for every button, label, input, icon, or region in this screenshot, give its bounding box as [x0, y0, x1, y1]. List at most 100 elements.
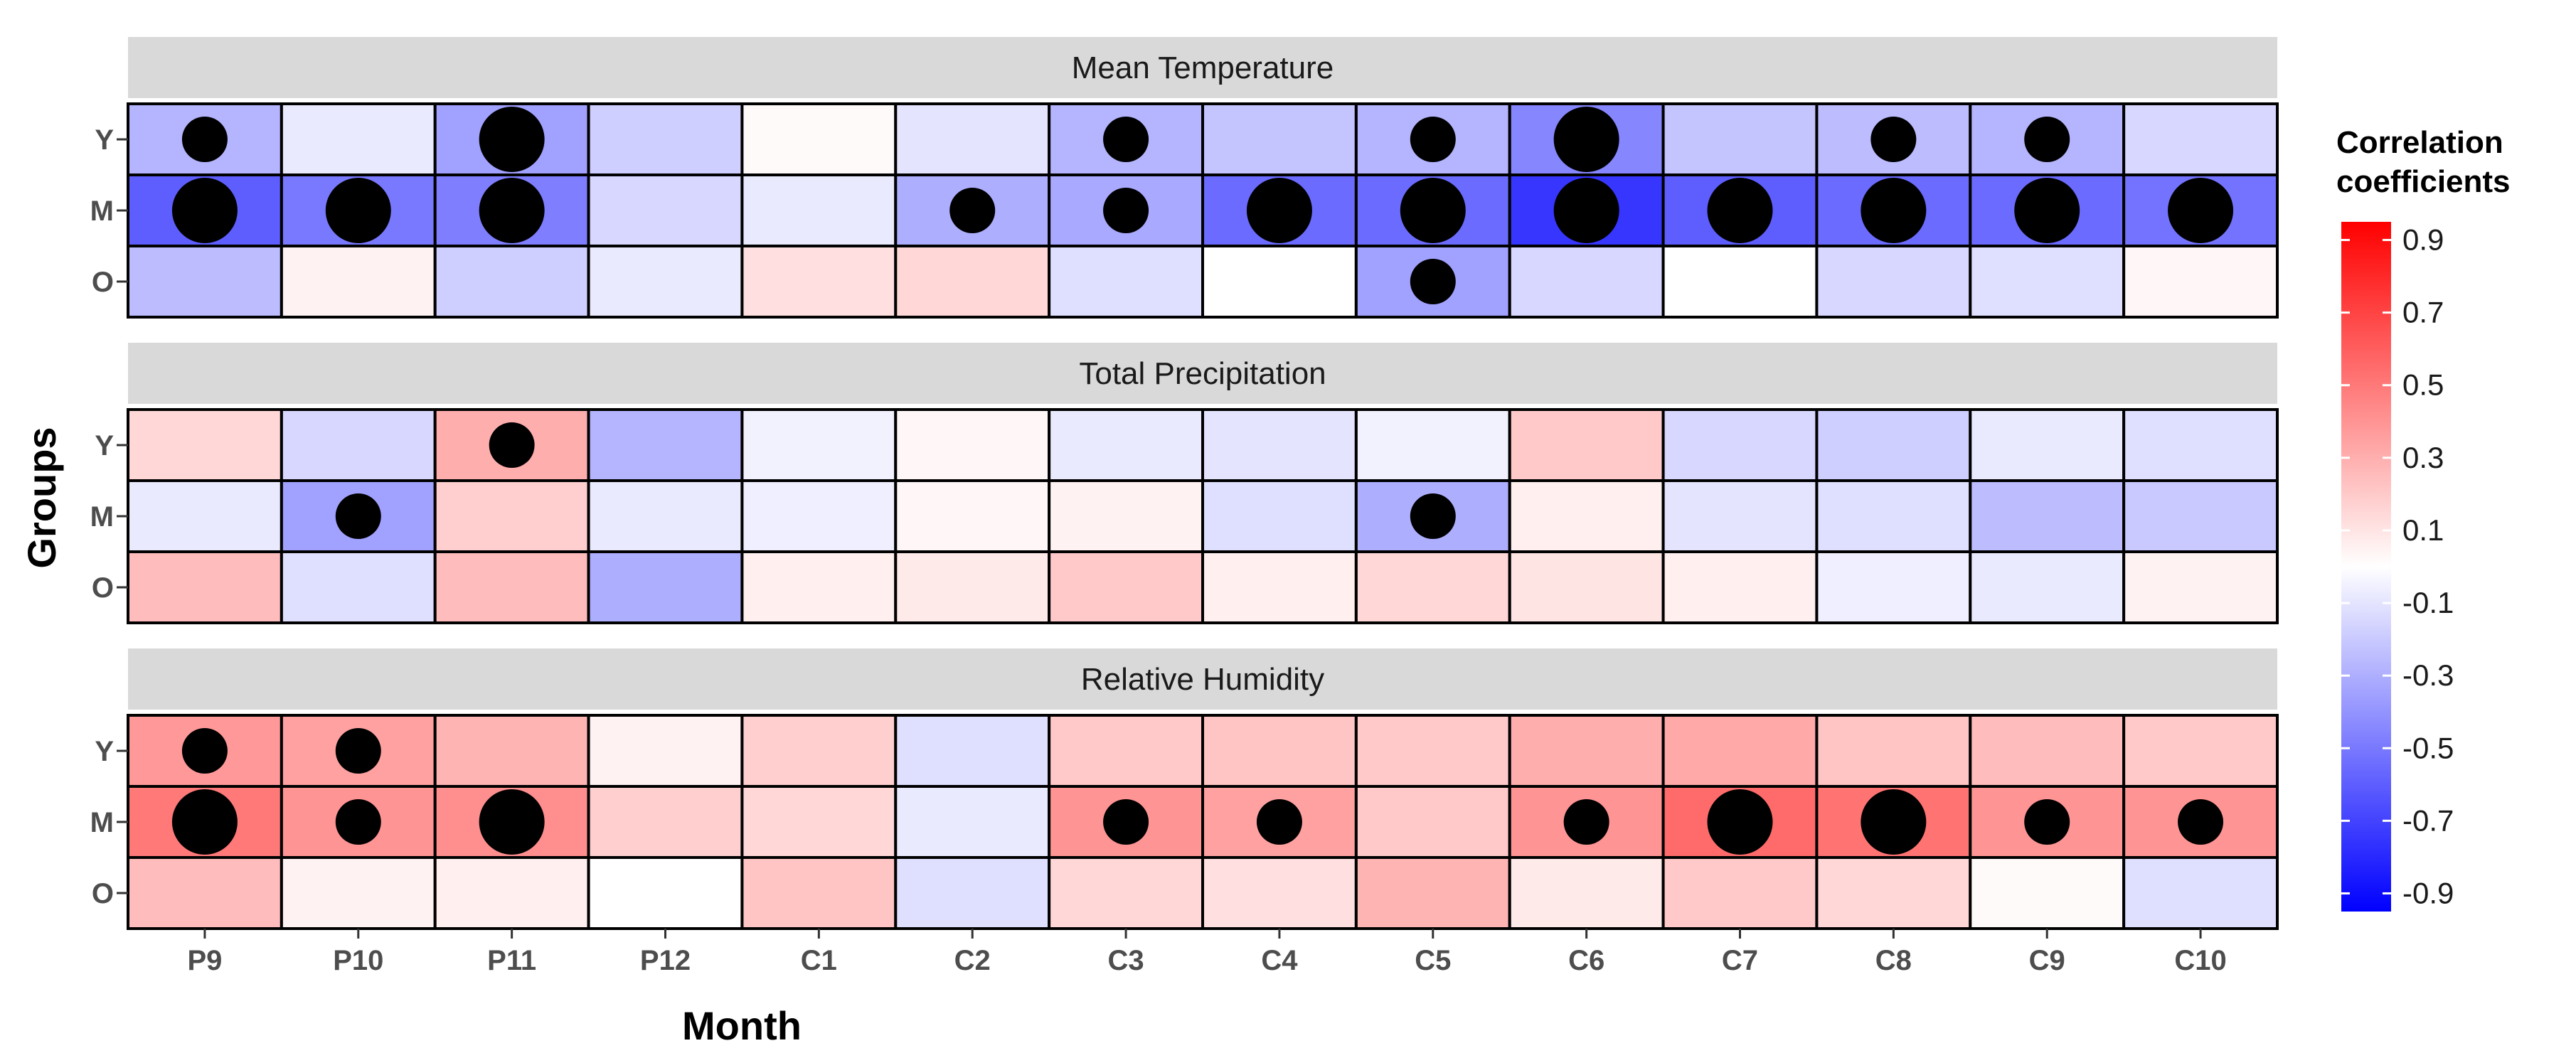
facet-strip — [128, 343, 2277, 404]
significance-dot — [479, 107, 545, 172]
facet-strip-label: Mean Temperature — [1072, 50, 1334, 85]
legend-tick-label: -0.3 — [2402, 658, 2454, 692]
heatmap-cell — [1661, 714, 1819, 788]
significance-dot — [1410, 117, 1456, 162]
x-tick-label: P11 — [487, 945, 536, 976]
significance-dot — [479, 789, 545, 855]
heatmap-cell — [1201, 856, 1358, 930]
significance-dot — [949, 188, 996, 233]
heatmap-cell — [280, 408, 437, 482]
heatmap-cell — [1815, 856, 1972, 930]
heatmap-cell — [894, 550, 1051, 624]
heatmap-cell — [1661, 408, 1819, 482]
heatmap-cell — [1661, 479, 1819, 553]
significance-dot — [181, 117, 228, 162]
heatmap-cell — [1969, 479, 2126, 553]
heatmap-cell — [587, 173, 744, 247]
x-tick-label: C1 — [801, 945, 837, 976]
significance-dot — [335, 799, 381, 845]
significance-dot — [2014, 178, 2080, 243]
color-legend: Correlation coefficients 0.9 0.7 0.5 0.3 0.1… — [2336, 125, 2511, 912]
significance-dot — [1103, 117, 1149, 162]
heatmap-cell — [894, 479, 1051, 553]
significance-dot — [1870, 117, 1917, 162]
x-tick-label: C3 — [1108, 945, 1144, 976]
x-tick-label: C7 — [1722, 945, 1758, 976]
heatmap-cell — [2122, 245, 2279, 319]
legend-tick-label: 0.7 — [2402, 296, 2444, 329]
heatmap-cell — [1048, 479, 1204, 553]
heatmap-cell — [1201, 714, 1358, 788]
heatmap-cell — [1661, 550, 1819, 624]
x-axis-title: Month — [682, 1003, 802, 1048]
heatmap-cell — [127, 856, 283, 930]
x-tick-label: P12 — [640, 945, 691, 976]
significance-dot — [1553, 107, 1619, 172]
heatmap-cell — [1508, 479, 1665, 553]
heatmap-cell — [280, 102, 437, 176]
significance-dot — [335, 728, 381, 774]
facet-strip-label: Relative Humidity — [1081, 662, 1324, 697]
significance-dot — [325, 178, 391, 243]
y-tick-label: Y — [95, 430, 114, 461]
heatmap-cell — [2122, 856, 2279, 930]
heatmap-cell — [894, 785, 1051, 859]
panel-1: Total Precipitation Y M O — [90, 343, 2279, 624]
legend-tick-label: 0.5 — [2402, 368, 2444, 402]
heatmap-cell — [740, 856, 898, 930]
heatmap-cell — [127, 245, 283, 319]
heatmap-cell — [587, 714, 744, 788]
heatmap-cell — [433, 479, 590, 553]
legend-tick-label: -0.9 — [2402, 876, 2454, 909]
y-tick-label: O — [92, 267, 114, 298]
heatmap-cell — [1048, 714, 1204, 788]
heatmap-cell — [894, 408, 1051, 482]
y-tick-label: M — [90, 196, 114, 227]
legend-tick-label: -0.5 — [2402, 731, 2454, 764]
heatmap-cell — [433, 550, 590, 624]
heatmap-cell — [280, 245, 437, 319]
heatmap-cell — [894, 856, 1051, 930]
y-tick-label: O — [92, 878, 114, 909]
heatmap-cell — [1201, 245, 1358, 319]
heatmap-cell — [1969, 408, 2126, 482]
heatmap-cell — [740, 550, 898, 624]
legend-tick-label: 0.1 — [2402, 513, 2444, 547]
heatmap-cell — [2122, 550, 2279, 624]
heatmap-cell — [433, 245, 590, 319]
x-tick-label: C8 — [1875, 945, 1912, 976]
heatmap-cell — [740, 714, 898, 788]
facet-strip — [128, 37, 2277, 98]
heatmap-cell — [127, 408, 283, 482]
y-tick-label: O — [92, 572, 114, 604]
significance-dot — [1861, 178, 1927, 243]
heatmap-cell — [740, 479, 898, 553]
x-tick-label: P9 — [187, 945, 222, 976]
heatmap-cell — [1661, 856, 1819, 930]
significance-dot — [181, 728, 228, 774]
x-tick-label: C9 — [2029, 945, 2065, 976]
heatmap-cell — [1815, 714, 1972, 788]
legend-tick-label: -0.1 — [2402, 586, 2454, 619]
significance-dot — [1553, 178, 1619, 243]
heatmap-cell — [1969, 856, 2126, 930]
heatmap-cell — [1201, 550, 1358, 624]
heatmap-cell — [1508, 408, 1665, 482]
significance-dot — [171, 789, 238, 855]
heatmap-cell — [894, 173, 1051, 247]
significance-dot — [1707, 178, 1773, 243]
heatmap-cell — [1354, 408, 1511, 482]
heatmap-cell — [2122, 714, 2279, 788]
x-tick-label: C4 — [1261, 945, 1298, 976]
heatmap-cell — [1354, 550, 1511, 624]
significance-dot — [1410, 493, 1456, 539]
heatmap-cell — [433, 714, 590, 788]
legend-tick-label: 0.9 — [2402, 223, 2444, 257]
y-tick-label: M — [90, 807, 114, 838]
significance-dot — [335, 493, 381, 539]
heatmap-cell — [1048, 408, 1204, 482]
legend-tick-label: 0.3 — [2402, 441, 2444, 474]
heatmap-cell — [1508, 245, 1665, 319]
heatmap-cell — [1048, 245, 1204, 319]
heatmap-cell — [1815, 479, 1972, 553]
